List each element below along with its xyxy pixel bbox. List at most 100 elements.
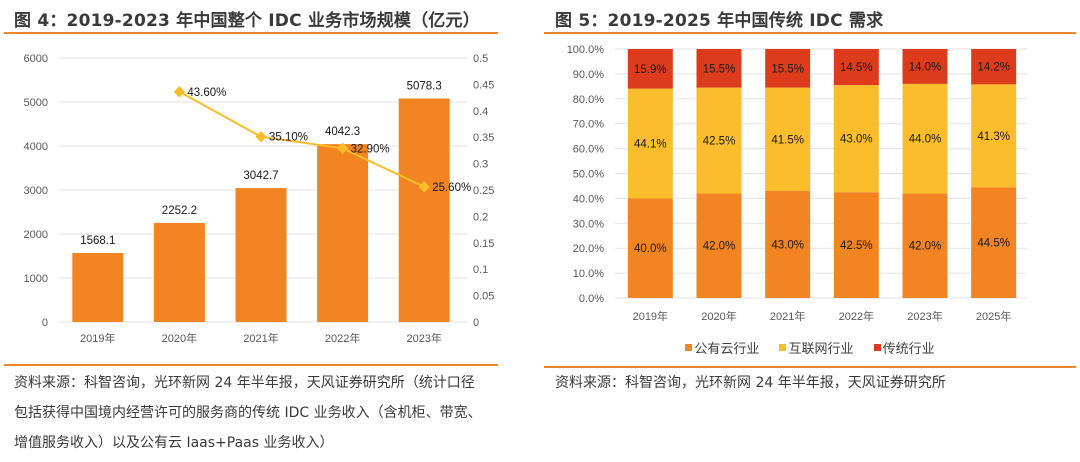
secondary-y-tick-label: 0.05 — [473, 291, 494, 303]
y-tick-label: 20.0% — [573, 243, 604, 255]
secondary-y-tick-label: 0.2 — [473, 211, 488, 223]
segment-value-label: 42.5% — [840, 240, 873, 252]
legend-label-internet: 互联网行业 — [788, 342, 854, 357]
left-secondary-y-axis-ticks: 0 0.05 0.1 0.15 0.2 0.25 0.3 0.35 0.4 0.45 0.5 — [473, 53, 494, 329]
growth-marker — [336, 142, 349, 154]
right-y-axis-ticks: 0.0% 10.0% 20.0% 30.0% 40.0% 50.0% 60.0% 70.0% 8… — [567, 44, 605, 305]
segment-value-label: 44.5% — [977, 238, 1010, 250]
right-x-axis-ticks: 2019年 2020年 2021年 2022年 2023年 2025年 — [633, 309, 1012, 323]
segment-traditional — [833, 49, 879, 86]
right-segment-labels: 40.0% 44.1% 15.9% 42.0% 42.5% 15.5% 43.0% 41.5%… — [634, 61, 1010, 255]
segment-value-label: 14.5% — [840, 62, 873, 74]
x-tick-label: 2021年 — [243, 331, 278, 345]
secondary-y-tick-label: 0.45 — [473, 79, 494, 91]
segment-cloud — [833, 192, 879, 298]
segment-cloud — [627, 198, 673, 298]
secondary-y-tick-label: 0.4 — [473, 106, 488, 118]
x-tick-label: 2021年 — [770, 309, 805, 323]
secondary-y-tick-label: 0.25 — [473, 185, 494, 197]
y-tick-label: 70.0% — [573, 119, 604, 131]
left-y-axis-ticks: 0 1000 2000 3000 4000 5000 6000 — [24, 53, 48, 329]
bar-value-label: 1568.1 — [80, 235, 115, 247]
segment-value-label: 42.0% — [703, 241, 736, 253]
bar-value-label: 3042.7 — [243, 170, 278, 182]
growth-marker — [255, 131, 267, 143]
y-tick-label: 3000 — [24, 185, 48, 197]
bar-value-label: 4042.3 — [325, 126, 360, 138]
y-tick-label: 40.0% — [573, 193, 604, 205]
y-tick-label: 1000 — [24, 273, 48, 285]
segment-internet — [765, 87, 811, 191]
segment-value-label: 43.0% — [771, 239, 804, 251]
x-tick-label: 2019年 — [633, 309, 668, 323]
segment-internet — [696, 87, 742, 194]
secondary-y-tick-label: 0.5 — [473, 53, 488, 65]
growth-value-label: 25.60% — [432, 182, 471, 194]
bar — [235, 188, 287, 322]
y-tick-label: 0 — [42, 317, 48, 329]
growth-marker — [418, 181, 430, 193]
figure-5-top-rule — [544, 32, 1076, 34]
x-tick-label: 2020年 — [701, 309, 736, 323]
y-tick-label: 80.0% — [573, 94, 604, 106]
figure-5-legend: 公有云行业 互联网行业 传统行业 — [540, 338, 1080, 357]
segment-value-label: 15.5% — [703, 63, 736, 75]
y-tick-label: 60.0% — [573, 144, 604, 156]
figure-5-source: 资料来源：科智咨询，光环新网 24 年半年报，天风证券研究所 — [555, 375, 946, 391]
growth-marker — [173, 86, 186, 98]
x-tick-label: 2020年 — [162, 331, 197, 345]
left-x-axis-ticks: 2019年 2020年 2021年 2022年 2023年 — [80, 331, 442, 345]
segment-value-label: 44.1% — [634, 138, 667, 150]
y-tick-label: 30.0% — [573, 218, 604, 230]
segment-internet — [971, 84, 1017, 188]
y-tick-label: 6000 — [24, 53, 48, 65]
figure-4-chart: 0 1000 2000 3000 4000 5000 6000 0 0.05 0.1 0.15 0.… — [24, 53, 495, 345]
segment-internet — [627, 88, 673, 199]
segment-cloud — [765, 190, 811, 298]
segment-value-label: 40.0% — [634, 243, 667, 255]
x-tick-label: 2023年 — [907, 309, 942, 323]
y-tick-label: 100.0% — [567, 44, 605, 56]
legend-item-internet: 互联网行业 — [779, 338, 854, 357]
legend-swatch-internet — [779, 344, 787, 351]
figure-5-title: 图 5：2019-2025 年中国传统 IDC 需求 — [555, 11, 884, 31]
legend-swatch-cloud — [685, 344, 693, 351]
y-tick-label: 0.0% — [579, 293, 604, 305]
right-stacked-bars — [627, 49, 1017, 298]
bar — [72, 253, 124, 322]
figure-4-top-rule — [4, 32, 498, 34]
segment-traditional — [627, 49, 673, 89]
secondary-y-tick-label: 0.1 — [473, 264, 488, 276]
y-tick-label: 10.0% — [573, 268, 604, 280]
x-tick-label: 2022年 — [325, 331, 360, 345]
segment-value-label: 15.5% — [771, 63, 804, 75]
segment-internet — [833, 85, 879, 193]
figure-4-source-line-1: 资料来源：科智咨询，光环新网 24 年半年报，天风证券研究所（统计口径 — [14, 375, 475, 391]
segment-value-label: 42.5% — [703, 136, 736, 148]
x-tick-label: 2019年 — [80, 331, 115, 345]
segment-traditional — [971, 49, 1017, 85]
segment-value-label: 43.0% — [840, 134, 873, 146]
figure-4-bottom-rule — [4, 364, 498, 366]
segment-value-label: 14.2% — [977, 62, 1010, 74]
segment-value-label: 41.5% — [771, 134, 804, 146]
figure-4-source-line-3: 增值服务收入）以及公有云 Iaas+Paas 业务收入） — [14, 435, 334, 451]
secondary-y-tick-label: 0.15 — [473, 238, 494, 250]
bar — [153, 222, 205, 322]
figure-4-source: 资料来源：科智咨询，光环新网 24 年半年报，天风证券研究所（统计口径 包括获得… — [14, 368, 514, 458]
segment-value-label: 42.0% — [909, 241, 942, 253]
bar — [317, 144, 369, 322]
segment-traditional — [765, 49, 811, 88]
secondary-y-tick-label: 0 — [473, 317, 479, 329]
segment-value-label: 41.3% — [977, 131, 1010, 143]
legend-label-cloud: 公有云行业 — [694, 342, 760, 357]
legend-item-traditional: 传统行业 — [873, 338, 935, 357]
secondary-y-tick-label: 0.35 — [473, 132, 494, 144]
x-tick-label: 2022年 — [839, 309, 874, 323]
segment-cloud — [971, 187, 1017, 298]
segment-value-label: 15.9% — [634, 64, 667, 76]
y-tick-label: 50.0% — [573, 169, 604, 181]
segment-traditional — [696, 49, 742, 88]
segment-value-label: 44.0% — [909, 134, 942, 146]
left-bar-labels: 1568.1 2252.2 3042.7 4042.3 5078.3 — [80, 81, 442, 247]
